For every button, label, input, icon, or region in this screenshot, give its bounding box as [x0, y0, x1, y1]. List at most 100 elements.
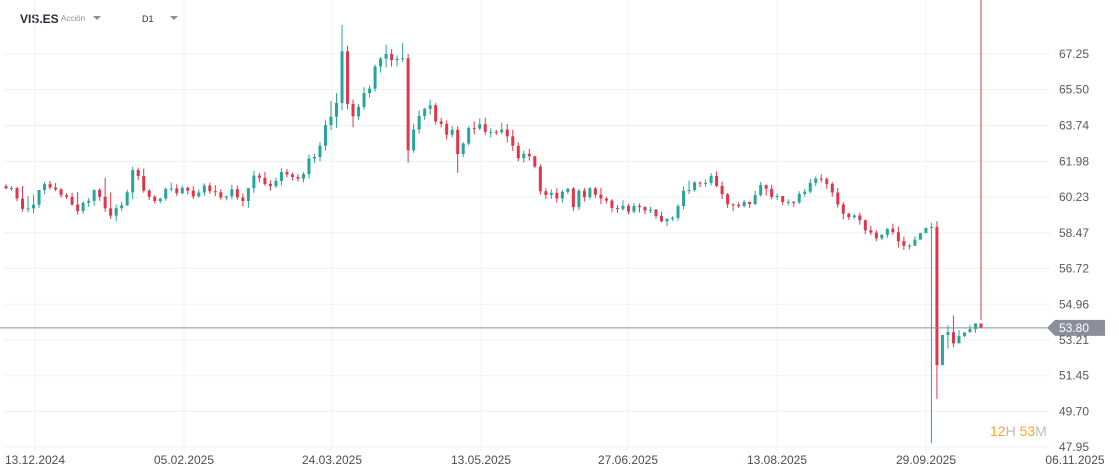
candle[interactable]	[588, 186, 592, 200]
candle[interactable]	[478, 118, 482, 131]
candle[interactable]	[786, 199, 790, 206]
candle[interactable]	[191, 185, 195, 199]
candle[interactable]	[891, 223, 895, 235]
candle[interactable]	[615, 205, 619, 214]
candle[interactable]	[246, 187, 250, 208]
candle[interactable]	[54, 183, 58, 192]
candle[interactable]	[153, 195, 157, 204]
symbol-dropdown-chevron-down-icon[interactable]	[93, 16, 101, 20]
candle[interactable]	[962, 332, 966, 338]
candle[interactable]	[577, 189, 581, 210]
candle[interactable]	[213, 185, 217, 197]
candle[interactable]	[120, 201, 124, 212]
candle[interactable]	[4, 184, 8, 190]
candle[interactable]	[968, 325, 972, 333]
candle[interactable]	[500, 122, 504, 135]
candle[interactable]	[461, 142, 465, 158]
candle[interactable]	[951, 315, 955, 348]
candle[interactable]	[682, 186, 686, 210]
candle[interactable]	[109, 192, 113, 219]
candle[interactable]	[318, 142, 322, 162]
candle[interactable]	[76, 192, 80, 215]
candle[interactable]	[224, 195, 228, 201]
candle[interactable]	[632, 203, 636, 214]
candle[interactable]	[252, 170, 256, 193]
candle[interactable]	[483, 117, 487, 135]
candle[interactable]	[825, 177, 829, 189]
candle[interactable]	[907, 243, 911, 250]
candle[interactable]	[759, 181, 763, 197]
candle[interactable]	[136, 167, 140, 181]
candle[interactable]	[489, 128, 493, 138]
candle[interactable]	[467, 126, 471, 146]
candle[interactable]	[770, 184, 774, 200]
candle[interactable]	[290, 172, 294, 181]
candle[interactable]	[704, 179, 708, 187]
candle[interactable]	[626, 203, 630, 215]
candle[interactable]	[599, 187, 603, 205]
candle[interactable]	[538, 164, 542, 195]
candle[interactable]	[92, 189, 96, 206]
candle[interactable]	[593, 186, 597, 198]
candle[interactable]	[351, 99, 355, 128]
candle[interactable]	[709, 173, 713, 186]
candle[interactable]	[742, 200, 746, 208]
candle[interactable]	[687, 180, 691, 194]
candle[interactable]	[472, 121, 476, 135]
candle[interactable]	[456, 126, 460, 173]
candle[interactable]	[764, 184, 768, 196]
candle[interactable]	[863, 219, 867, 235]
candle[interactable]	[731, 203, 735, 211]
candle[interactable]	[147, 188, 151, 201]
candle[interactable]	[335, 93, 339, 128]
candle[interactable]	[566, 188, 570, 195]
candle[interactable]	[450, 126, 454, 138]
candle[interactable]	[665, 218, 669, 227]
candle[interactable]	[312, 153, 316, 164]
candle[interactable]	[781, 195, 785, 206]
candle[interactable]	[434, 103, 438, 125]
candle[interactable]	[555, 188, 559, 203]
candle[interactable]	[412, 123, 416, 153]
candle[interactable]	[836, 187, 840, 208]
candle[interactable]	[847, 212, 851, 220]
candle[interactable]	[610, 199, 614, 213]
candle[interactable]	[219, 189, 223, 200]
candle[interactable]	[428, 99, 432, 115]
candle[interactable]	[527, 148, 531, 161]
candle[interactable]	[852, 214, 856, 219]
candle[interactable]	[858, 212, 862, 225]
candle[interactable]	[643, 205, 647, 215]
candle[interactable]	[384, 44, 388, 68]
candle[interactable]	[935, 221, 939, 399]
candle[interactable]	[511, 129, 515, 151]
candle[interactable]	[841, 202, 845, 220]
candle[interactable]	[48, 181, 52, 190]
candle[interactable]	[676, 204, 680, 221]
candle[interactable]	[549, 189, 553, 199]
candle[interactable]	[15, 186, 19, 202]
candle[interactable]	[158, 197, 162, 204]
candle[interactable]	[406, 54, 410, 163]
candle[interactable]	[902, 236, 906, 250]
candle[interactable]	[21, 186, 25, 212]
candle[interactable]	[571, 186, 575, 212]
candle[interactable]	[274, 177, 278, 188]
candle[interactable]	[169, 182, 173, 192]
candle[interactable]	[164, 187, 168, 201]
candle[interactable]	[329, 101, 333, 131]
candle[interactable]	[621, 200, 625, 211]
candle[interactable]	[323, 120, 327, 151]
candle[interactable]	[340, 24, 344, 111]
candle[interactable]	[748, 201, 752, 208]
candle[interactable]	[753, 190, 757, 206]
candle[interactable]	[979, 0, 983, 328]
candle[interactable]	[346, 45, 350, 110]
candle[interactable]	[98, 188, 102, 201]
symbol-label[interactable]: VIS.ES	[20, 12, 59, 26]
candle[interactable]	[103, 177, 107, 212]
candle[interactable]	[929, 222, 933, 444]
candle[interactable]	[918, 232, 922, 240]
candle[interactable]	[10, 185, 14, 191]
candle[interactable]	[726, 193, 730, 208]
